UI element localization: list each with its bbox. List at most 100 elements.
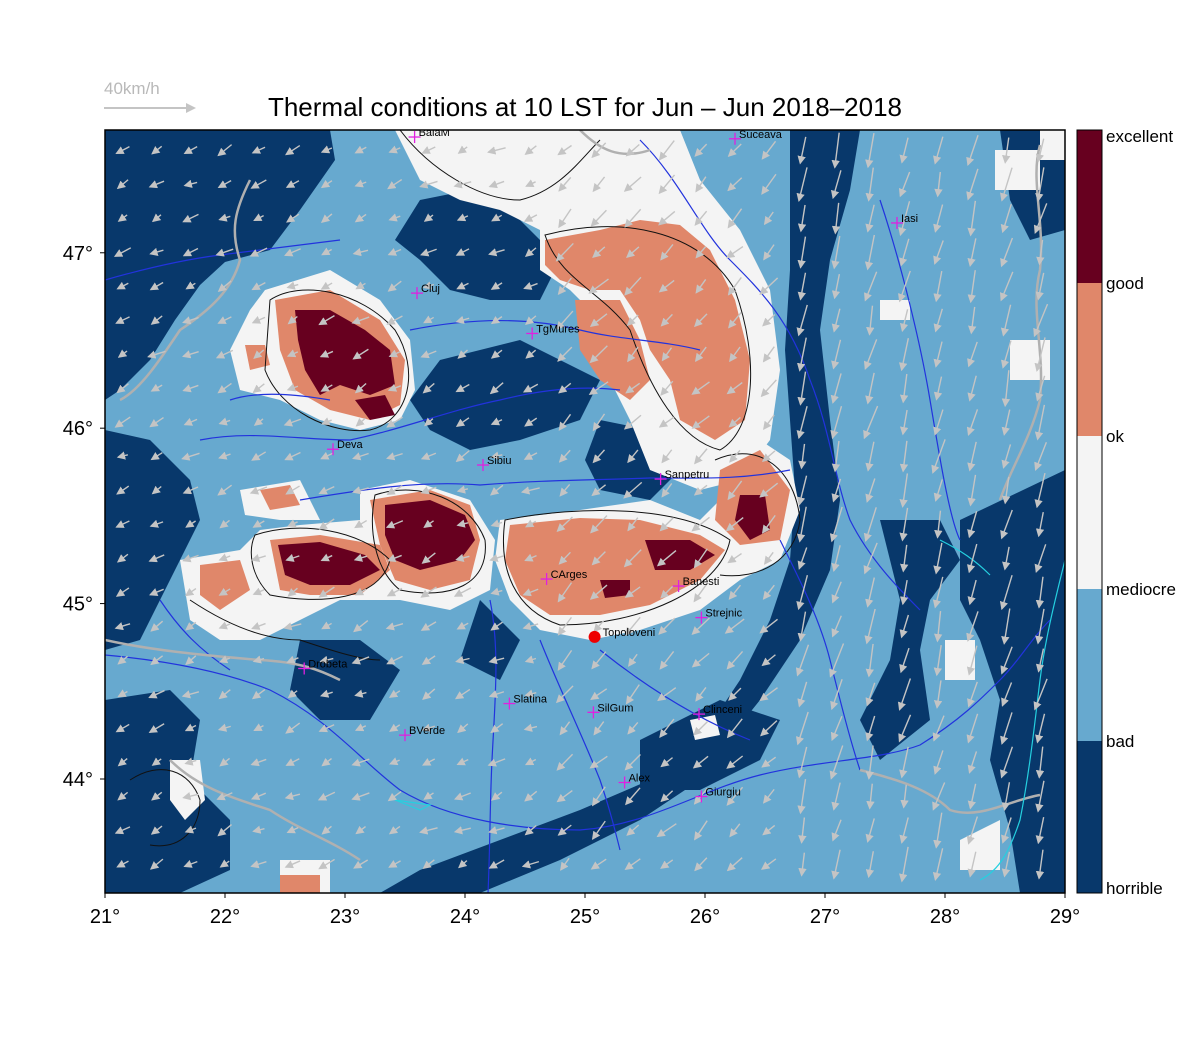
wind-arrow: [389, 757, 400, 766]
city-label: Drobeta: [308, 658, 348, 670]
wind-arrow: [1002, 546, 1011, 571]
wind-arrow: [457, 349, 468, 359]
wind-arrow: [967, 579, 977, 606]
wind-arrow: [253, 417, 264, 426]
wind-arrow: [386, 655, 403, 665]
wind-arrow: [150, 383, 163, 392]
wind-arrow: [182, 213, 199, 223]
wind-arrow: [967, 543, 978, 574]
wind-arrow: [932, 848, 944, 882]
wind-arrow: [591, 786, 606, 807]
wind-arrow: [355, 825, 366, 835]
wind-arrow: [933, 271, 943, 303]
wind-arrow: [795, 644, 810, 677]
wind-arrow: [693, 484, 708, 496]
wind-arrow: [354, 179, 367, 188]
wind-arrow: [217, 280, 232, 292]
y-axis-ticks: 44° 45° 46° 47°: [63, 243, 105, 791]
wind-arrow: [422, 758, 436, 766]
wind-arrow: [491, 213, 503, 222]
colorbar-label-mediocre: mediocre: [1106, 580, 1176, 599]
wind-arrow: [217, 382, 232, 394]
wind-arrow: [797, 547, 808, 570]
wind-arrow: [728, 584, 742, 600]
map-title: Thermal conditions at 10 LST for Jun – J…: [267, 92, 903, 122]
wind-arrow: [761, 450, 776, 463]
city-deva: Deva: [327, 439, 364, 456]
wind-arrow: [999, 746, 1014, 779]
wind-arrow: [419, 826, 438, 835]
wind-arrow: [321, 247, 332, 256]
city-cluj: Cluj: [411, 283, 440, 300]
wind-arrow: [692, 755, 709, 769]
wind-arrow: [797, 272, 807, 301]
wind-arrow: [1002, 137, 1011, 164]
wind-arrow: [691, 415, 710, 429]
wind-arrow: [453, 792, 471, 801]
wind-arrow: [659, 517, 674, 532]
wind-arrow: [966, 409, 979, 436]
wind-arrow: [763, 244, 775, 261]
wind-arrow: [865, 715, 876, 742]
wind-arrow: [625, 382, 641, 394]
wind-arrow: [729, 823, 741, 838]
wind-arrow: [150, 655, 164, 666]
wind-arrow: [524, 145, 537, 156]
colorbar-good: [1077, 283, 1102, 436]
wind-arrow: [693, 720, 709, 736]
wind-arrow: [489, 553, 504, 562]
wind-arrow: [627, 517, 639, 532]
wind-arrow: [831, 202, 841, 235]
wind-arrow: [999, 271, 1014, 302]
city-bverde: BVerde: [399, 725, 445, 742]
wind-arrow: [490, 519, 503, 528]
wind-arrow: [693, 582, 709, 603]
wind-arrow: [388, 213, 401, 222]
wind-arrow: [117, 791, 129, 801]
wind-arrow: [353, 553, 368, 562]
wind-arrow: [831, 478, 842, 503]
wind-arrow: [626, 246, 640, 259]
wind-arrow: [694, 313, 708, 328]
wind-arrow: [453, 587, 472, 597]
wind-arrow: [218, 213, 231, 222]
wind-arrow: [623, 549, 642, 568]
wind-arrow: [218, 553, 231, 562]
wind-arrow: [864, 608, 876, 645]
wind-arrow: [215, 248, 234, 257]
wind-arrow: [354, 213, 367, 223]
wind-arrow: [933, 341, 943, 368]
wind-arrow: [967, 783, 977, 810]
wind-arrow: [488, 859, 505, 869]
wind-arrow: [354, 382, 367, 394]
wind-arrow: [559, 721, 571, 736]
wind-arrow: [250, 179, 267, 189]
wind-arrow: [798, 443, 807, 470]
wind-arrow: [967, 851, 977, 878]
wind-arrow: [589, 313, 608, 328]
wind-arrow: [899, 817, 909, 844]
wind-arrow: [1035, 138, 1045, 163]
wind-arrow: [762, 824, 776, 836]
wind-arrow: [933, 542, 943, 575]
wind-arrow: [352, 247, 369, 257]
wind-arrow: [761, 173, 777, 195]
wind-arrow: [555, 685, 574, 704]
wind-arrow: [487, 146, 506, 155]
wind-arrow: [624, 276, 642, 296]
wind-arrow: [797, 681, 808, 708]
wind-arrow: [320, 553, 333, 562]
wind-arrow: [728, 416, 741, 428]
wind-arrow: [932, 715, 945, 742]
wind-arrow: [658, 279, 675, 293]
wind-arrow: [831, 308, 841, 333]
city-label: Deva: [337, 439, 364, 451]
wind-arrow: [660, 313, 673, 327]
wind-arrow: [933, 204, 944, 233]
wind-arrow: [591, 484, 607, 497]
wind-arrow: [115, 316, 130, 324]
wind-arrow: [694, 448, 708, 465]
wind-arrow: [320, 281, 333, 290]
wind-arrow: [457, 145, 468, 154]
city-tgmures: TgMures: [526, 323, 580, 340]
